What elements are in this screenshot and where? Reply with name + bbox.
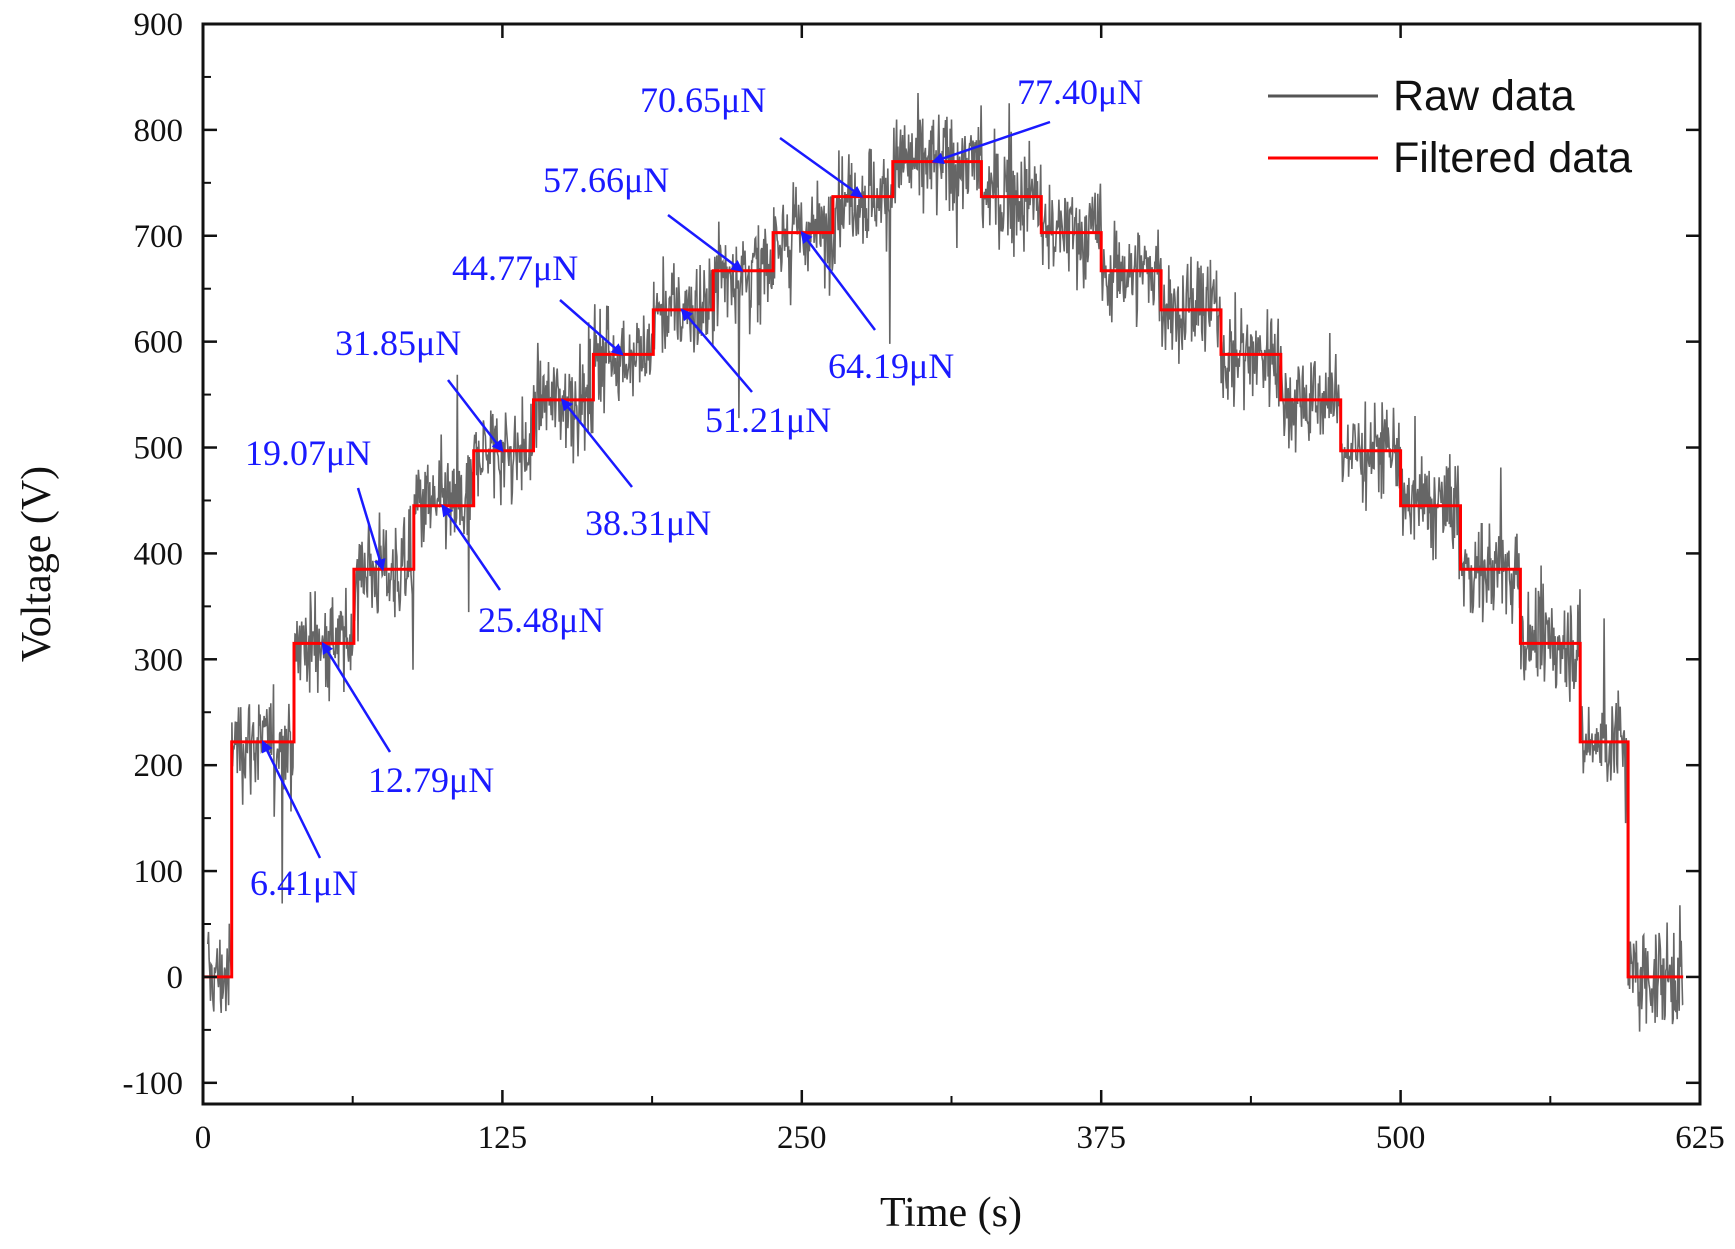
annotation-label: 38.31μN: [585, 503, 711, 543]
tick-layer: 0 125 250 375 500 625 -100 0 100 200 300 400 500 600 7…: [123, 7, 1725, 1156]
annotation-arrow: [261, 740, 322, 859]
x-tick-label: 625: [1675, 1120, 1725, 1156]
y-tick-label: 900: [134, 7, 184, 43]
y-axis-title: Voltage (V): [14, 466, 60, 662]
annotation-arrow: [800, 230, 876, 331]
y-tick-label: 500: [134, 431, 184, 467]
y-tick-label: 800: [134, 113, 184, 149]
annotation-layer: 6.41μN 12.79μN 19.07μN 25.48μN 31.85μN 38.31μ…: [245, 72, 1143, 903]
annotation-arrow: [779, 136, 864, 198]
legend: Raw data Filtered data: [1268, 72, 1632, 182]
annotation-arrow: [561, 398, 633, 488]
x-tick-label: 500: [1376, 1120, 1426, 1156]
annotation-label: 6.41μN: [250, 863, 358, 903]
annotation-arrow: [559, 299, 624, 356]
annotation-label: 25.48μN: [478, 600, 604, 640]
annotation-arrow: [680, 308, 753, 393]
annotation-arrow: [447, 379, 504, 453]
y-tick-label: 100: [134, 854, 184, 890]
y-tick-label: 0: [167, 960, 184, 996]
annotation-label: 31.85μN: [335, 323, 461, 363]
x-tick-label: 250: [777, 1120, 827, 1156]
y-tick-label: 700: [134, 219, 184, 255]
x-tick-label: 0: [195, 1120, 212, 1156]
y-tick-label: 400: [134, 536, 184, 572]
x-tick-label: 125: [478, 1120, 528, 1156]
annotation-label: 51.21μN: [705, 400, 831, 440]
y-tick-label: 200: [134, 748, 184, 784]
annotation-label: 57.66μN: [543, 160, 669, 200]
y-tick-label: 300: [134, 642, 184, 678]
annotation-arrow: [667, 214, 744, 272]
y-tick-label: 600: [134, 325, 184, 361]
x-tick-label: 375: [1076, 1120, 1126, 1156]
annotation-arrow: [321, 641, 392, 753]
annotation-label: 19.07μN: [245, 433, 371, 473]
x-axis-title: Time (s): [880, 1190, 1022, 1236]
y-tick-label: -100: [123, 1066, 184, 1102]
annotation-label: 64.19μN: [828, 346, 954, 386]
legend-label-raw-data: Raw data: [1393, 72, 1575, 120]
annotation-arrow: [356, 487, 386, 572]
annotation-label: 12.79μN: [368, 760, 494, 800]
annotation-label: 70.65μN: [640, 80, 766, 120]
annotation-label: 44.77μN: [452, 248, 578, 288]
legend-label-filtered-data: Filtered data: [1393, 134, 1632, 182]
annotation-arrow: [441, 504, 502, 591]
annotation-label: 77.40μN: [1017, 72, 1143, 112]
annotation-arrow: [931, 120, 1051, 165]
